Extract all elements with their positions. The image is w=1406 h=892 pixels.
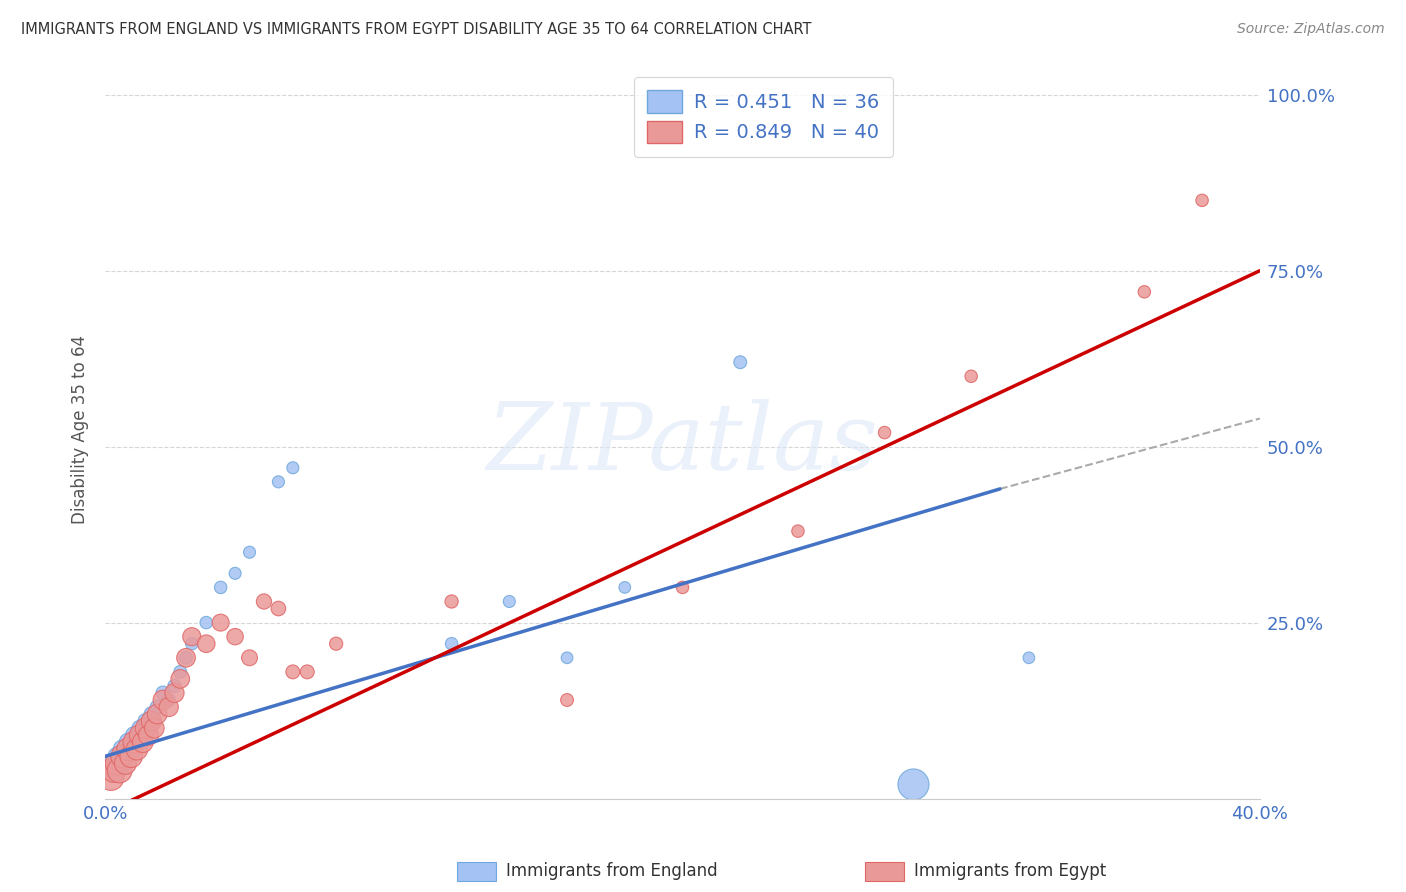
Text: Immigrants from England: Immigrants from England	[506, 863, 718, 880]
Point	[440, 637, 463, 651]
Point	[281, 665, 304, 679]
Point	[440, 594, 463, 608]
Point	[180, 637, 202, 651]
Point	[253, 594, 276, 608]
Point	[787, 524, 810, 538]
Point	[960, 369, 983, 384]
Point	[143, 714, 166, 728]
Point	[157, 700, 180, 714]
Point	[903, 777, 925, 791]
Text: Source: ZipAtlas.com: Source: ZipAtlas.com	[1237, 22, 1385, 37]
Point	[135, 714, 157, 728]
Point	[157, 693, 180, 707]
Point	[1018, 650, 1040, 665]
Point	[209, 581, 232, 595]
Point	[174, 650, 197, 665]
Text: ZIPatlas: ZIPatlas	[486, 399, 879, 489]
Point	[281, 460, 304, 475]
Point	[613, 581, 636, 595]
Point	[100, 764, 122, 778]
Point	[180, 630, 202, 644]
Point	[143, 721, 166, 735]
Point	[498, 594, 520, 608]
Point	[163, 686, 186, 700]
Point	[114, 756, 136, 771]
Point	[111, 749, 134, 764]
Point	[152, 693, 174, 707]
Point	[671, 581, 693, 595]
Point	[174, 650, 197, 665]
Point	[108, 764, 131, 778]
Point	[873, 425, 896, 440]
Point	[103, 756, 125, 771]
Point	[297, 665, 319, 679]
Point	[120, 742, 142, 756]
Point	[195, 615, 218, 630]
Point	[128, 728, 150, 742]
Point	[728, 355, 751, 369]
Point	[108, 756, 131, 771]
Point	[100, 771, 122, 785]
Point	[267, 601, 290, 615]
Point	[209, 615, 232, 630]
Point	[152, 686, 174, 700]
Point	[132, 735, 155, 749]
Point	[132, 728, 155, 742]
Point	[555, 693, 578, 707]
Point	[138, 728, 160, 742]
Point	[117, 742, 139, 756]
Point	[169, 665, 191, 679]
Point	[122, 728, 145, 742]
Point	[325, 637, 347, 651]
Point	[111, 742, 134, 756]
Point	[103, 764, 125, 778]
Point	[146, 700, 169, 714]
Legend: R = 0.451   N = 36, R = 0.849   N = 40: R = 0.451 N = 36, R = 0.849 N = 40	[634, 77, 893, 157]
Point	[125, 735, 148, 749]
Point	[120, 749, 142, 764]
Point	[555, 650, 578, 665]
Point	[238, 650, 260, 665]
Point	[125, 742, 148, 756]
Point	[169, 672, 191, 686]
Point	[238, 545, 260, 559]
Point	[1191, 194, 1213, 208]
Point	[128, 721, 150, 735]
Text: Immigrants from Egypt: Immigrants from Egypt	[914, 863, 1107, 880]
Point	[141, 707, 163, 722]
Point	[224, 566, 246, 581]
Point	[122, 735, 145, 749]
Point	[114, 749, 136, 764]
Point	[1133, 285, 1156, 299]
Point	[224, 630, 246, 644]
Point	[135, 721, 157, 735]
Text: IMMIGRANTS FROM ENGLAND VS IMMIGRANTS FROM EGYPT DISABILITY AGE 35 TO 64 CORRELA: IMMIGRANTS FROM ENGLAND VS IMMIGRANTS FR…	[21, 22, 811, 37]
Point	[163, 679, 186, 693]
Point	[105, 756, 128, 771]
Point	[267, 475, 290, 489]
Point	[105, 749, 128, 764]
Y-axis label: Disability Age 35 to 64: Disability Age 35 to 64	[72, 334, 89, 524]
Point	[146, 707, 169, 722]
Point	[141, 714, 163, 728]
Point	[117, 735, 139, 749]
Point	[138, 721, 160, 735]
Point	[195, 637, 218, 651]
